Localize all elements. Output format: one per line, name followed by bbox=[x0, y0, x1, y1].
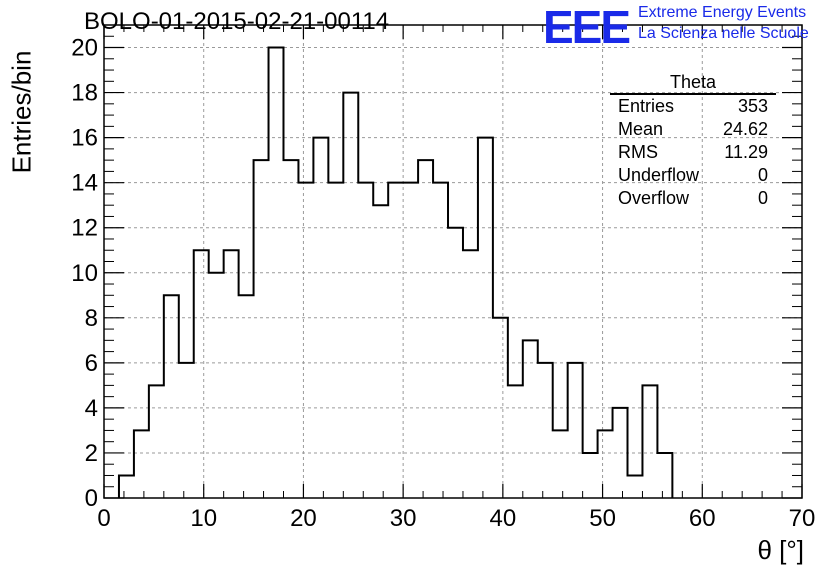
stats-value: 353 bbox=[737, 96, 768, 116]
stats-label: Overflow bbox=[618, 188, 690, 208]
stats-label: RMS bbox=[618, 142, 658, 162]
stats-row-overflow: Overflow 0 bbox=[610, 187, 776, 210]
stats-row-rms: RMS 11.29 bbox=[610, 141, 776, 164]
x-tick-label: 20 bbox=[290, 505, 317, 532]
stats-title: Theta bbox=[610, 72, 776, 95]
histogram-line bbox=[117, 46, 674, 498]
stats-row-entries: Entries 353 bbox=[610, 95, 776, 118]
y-tick-label: 10 bbox=[71, 260, 98, 287]
y-tick-label: 2 bbox=[85, 440, 98, 467]
y-tick-label: 18 bbox=[71, 80, 98, 107]
x-tick-label: 30 bbox=[390, 505, 417, 532]
x-tick-label: 70 bbox=[789, 505, 816, 532]
x-tick-label: 40 bbox=[490, 505, 517, 532]
y-tick-label: 0 bbox=[85, 485, 98, 512]
y-tick-label: 14 bbox=[71, 170, 98, 197]
x-axis-label: θ [°] bbox=[757, 535, 804, 565]
y-tick-label: 16 bbox=[71, 125, 98, 152]
eee-logo-mark: EEE bbox=[543, 1, 631, 53]
y-tick-label: 4 bbox=[85, 395, 98, 422]
stats-label: Entries bbox=[618, 96, 675, 116]
x-tick-label: 0 bbox=[97, 505, 110, 532]
x-tick-label: 10 bbox=[190, 505, 217, 532]
chart-title: BOLO-01-2015-02-21-00114 bbox=[84, 8, 390, 35]
x-tick-label: 50 bbox=[589, 505, 616, 532]
stats-value: 0 bbox=[757, 165, 768, 185]
stats-box: Theta Entries 353 Mean 24.62 RMS 11.29 U… bbox=[610, 72, 776, 210]
plot-frame bbox=[103, 24, 803, 499]
y-axis-label: Entries/bin bbox=[6, 50, 37, 174]
stats-value: 0 bbox=[757, 188, 768, 208]
x-tick-label: 60 bbox=[689, 505, 716, 532]
grid-lines bbox=[104, 25, 802, 498]
stats-row-mean: Mean 24.62 bbox=[610, 118, 776, 141]
y-tick-label: 12 bbox=[71, 215, 98, 242]
stats-label: Mean bbox=[618, 119, 664, 139]
y-tick-label: 20 bbox=[71, 35, 98, 62]
stats-label: Underflow bbox=[618, 165, 700, 185]
stats-row-underflow: Underflow 0 bbox=[610, 164, 776, 187]
y-axis-tick-labels: 0 2 4 6 8 10 12 14 16 18 20 bbox=[71, 35, 98, 512]
x-axis-tick-labels: 0 10 20 30 40 50 60 70 bbox=[97, 505, 815, 532]
stats-value: 24.62 bbox=[722, 119, 768, 139]
y-tick-label: 8 bbox=[85, 305, 98, 332]
logo-line-2: La Scienza nelle Scuole bbox=[638, 25, 809, 42]
y-tick-label: 6 bbox=[85, 350, 98, 377]
logo-line-1: Extreme Energy Events bbox=[638, 4, 807, 21]
stats-value: 11.29 bbox=[724, 142, 768, 162]
